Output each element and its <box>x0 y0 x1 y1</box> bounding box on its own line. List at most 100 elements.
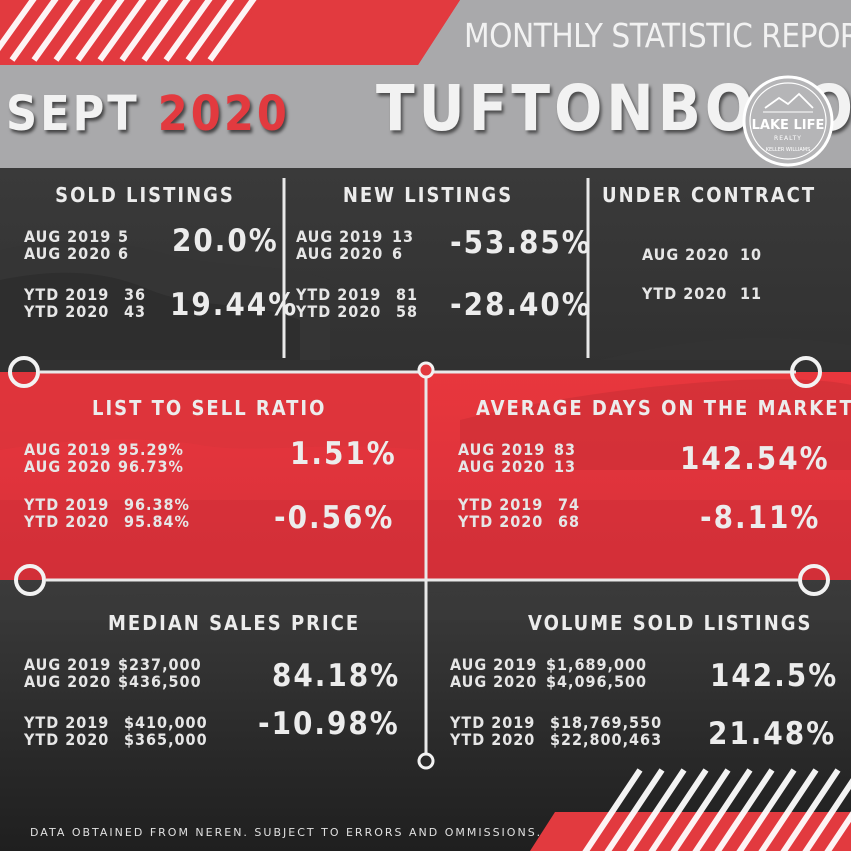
volume-ytd2019-label: YTD 2019 <box>450 713 536 732</box>
dom-aug2020-label: AUG 2020 <box>458 457 546 476</box>
ratio-ytd-values: 96.38% 95.84% <box>124 496 190 530</box>
sold-ytd2020-value: 43 <box>124 302 147 321</box>
median-aug2019-label: AUG 2019 <box>24 655 112 674</box>
new-ytd-values: 81 58 <box>396 286 418 320</box>
sold-ytd2019-value: 36 <box>124 285 147 304</box>
sold-aug2020-label: AUG 2020 <box>24 244 112 263</box>
volume-aug2020-label: AUG 2020 <box>450 672 538 691</box>
new-ytd2019-label: YTD 2019 <box>296 285 382 304</box>
new-month-values: 13 6 <box>392 228 414 262</box>
sold-listings-heading: SOLD LISTINGS <box>55 183 235 207</box>
sold-month-change: 20.0% <box>172 223 279 259</box>
dom-ytd2019-value: 74 <box>558 495 581 514</box>
new-ytd-change: -28.40% <box>450 287 592 323</box>
ratio-ytd2020-label: YTD 2020 <box>24 512 110 531</box>
ratio-aug2020-value: 96.73% <box>118 457 184 476</box>
sold-ytd2020-label: YTD 2020 <box>24 302 110 321</box>
median-month-labels: AUG 2019 AUG 2020 <box>24 656 111 690</box>
new-ytd2019-value: 81 <box>396 285 419 304</box>
ratio-ytd-change: -0.56% <box>274 500 395 536</box>
volume-ytd-change: 21.48% <box>708 716 837 752</box>
new-listings-heading: NEW LISTINGS <box>342 183 514 207</box>
dom-aug2020-value: 13 <box>554 457 577 476</box>
new-ytd2020-label: YTD 2020 <box>296 302 382 321</box>
contract-aug2020-label: AUG 2020 <box>642 245 730 264</box>
median-ytd2019-value: $410,000 <box>124 713 208 732</box>
volume-ytd-labels: YTD 2019 YTD 2020 <box>450 714 535 748</box>
sold-aug2019-label: AUG 2019 <box>24 227 112 246</box>
sold-aug2019-value: 5 <box>118 227 130 246</box>
volume-ytd2019-value: $18,769,550 <box>550 713 663 732</box>
median-aug2019-value: $237,000 <box>118 655 202 674</box>
ratio-ytd2019-label: YTD 2019 <box>24 495 110 514</box>
lake-life-logo: LAKE LIFE REALTY KELLER WILLIAMS <box>742 75 834 167</box>
volume-sold-heading: VOLUME SOLD LISTINGS <box>528 611 813 635</box>
volume-ytd2020-label: YTD 2020 <box>450 730 536 749</box>
volume-ytd2020-value: $22,800,463 <box>550 730 663 749</box>
ratio-month-change: 1.51% <box>290 436 397 472</box>
new-aug2019-label: AUG 2019 <box>296 227 384 246</box>
ratio-month-labels: AUG 2019 AUG 2020 <box>24 441 111 475</box>
dom-ytd2020-value: 68 <box>558 512 581 531</box>
new-month-labels: AUG 2019 AUG 2020 <box>296 228 383 262</box>
report-month: SEPT <box>6 86 140 142</box>
ratio-aug2019-value: 95.29% <box>118 440 184 459</box>
sold-ytd2019-label: YTD 2019 <box>24 285 110 304</box>
dom-ytd2019-label: YTD 2019 <box>458 495 544 514</box>
ratio-ytd-labels: YTD 2019 YTD 2020 <box>24 496 109 530</box>
new-month-change: -53.85% <box>450 225 592 261</box>
logo-text-sub: REALTY <box>774 135 802 142</box>
logo-text-main: LAKE LIFE <box>752 118 825 133</box>
median-ytd2020-label: YTD 2020 <box>24 730 110 749</box>
dom-ytd-values: 74 68 <box>558 496 580 530</box>
median-ytd-change: -10.98% <box>258 706 400 742</box>
median-aug2020-label: AUG 2020 <box>24 672 112 691</box>
footer-disclaimer: DATA OBTAINED FROM NEREN. SUBJECT TO ERR… <box>30 826 543 839</box>
volume-month-change: 142.5% <box>710 658 839 694</box>
median-ytd-values: $410,000 $365,000 <box>124 714 208 748</box>
ratio-ytd2020-value: 95.84% <box>124 512 190 531</box>
volume-month-labels: AUG 2019 AUG 2020 <box>450 656 537 690</box>
sold-ytd-values: 36 43 <box>124 286 146 320</box>
new-ytd2020-value: 58 <box>396 302 419 321</box>
median-price-heading: MEDIAN SALES PRICE <box>108 611 361 635</box>
ratio-month-values: 95.29% 96.73% <box>118 441 184 475</box>
logo-text-brand: KELLER WILLIAMS <box>766 147 811 153</box>
median-month-values: $237,000 $436,500 <box>118 656 202 690</box>
median-ytd-labels: YTD 2019 YTD 2020 <box>24 714 109 748</box>
ratio-ytd2019-value: 96.38% <box>124 495 190 514</box>
report-title: MONTHLY STATISTIC REPORT <box>464 16 851 55</box>
dom-ytd-change: -8.11% <box>700 500 821 536</box>
dom-ytd-labels: YTD 2019 YTD 2020 <box>458 496 543 530</box>
volume-ytd-values: $18,769,550 $22,800,463 <box>550 714 662 748</box>
report-date: SEPT 2020 <box>6 86 290 142</box>
median-month-change: 84.18% <box>272 658 401 694</box>
sold-aug2020-value: 6 <box>118 244 130 263</box>
dom-aug2019-value: 83 <box>554 440 577 459</box>
list-to-sell-heading: LIST TO SELL RATIO <box>92 396 327 420</box>
contract-aug2020-value: 10 <box>740 245 763 264</box>
dom-aug2019-label: AUG 2019 <box>458 440 546 459</box>
sold-month-values: 5 6 <box>118 228 129 262</box>
new-aug2020-value: 6 <box>392 244 404 263</box>
dom-month-change: 142.54% <box>680 441 830 477</box>
report-year: 2020 <box>157 86 290 142</box>
dom-month-values: 83 13 <box>554 441 576 475</box>
dom-month-labels: AUG 2019 AUG 2020 <box>458 441 545 475</box>
sold-ytd-change: 19.44% <box>170 287 299 323</box>
median-ytd2019-label: YTD 2019 <box>24 713 110 732</box>
new-ytd-labels: YTD 2019 YTD 2020 <box>296 286 381 320</box>
ratio-aug2020-label: AUG 2020 <box>24 457 112 476</box>
sold-month-labels: AUG 2019 AUG 2020 <box>24 228 111 262</box>
volume-aug2019-label: AUG 2019 <box>450 655 538 674</box>
contract-ytd2020-label: YTD 2020 <box>642 284 728 303</box>
volume-month-values: $1,689,000 $4,096,500 <box>546 656 647 690</box>
new-aug2020-label: AUG 2020 <box>296 244 384 263</box>
sold-ytd-labels: YTD 2019 YTD 2020 <box>24 286 109 320</box>
ratio-aug2019-label: AUG 2019 <box>24 440 112 459</box>
median-ytd2020-value: $365,000 <box>124 730 208 749</box>
under-contract-heading: UNDER CONTRACT <box>602 183 817 207</box>
median-aug2020-value: $436,500 <box>118 672 202 691</box>
